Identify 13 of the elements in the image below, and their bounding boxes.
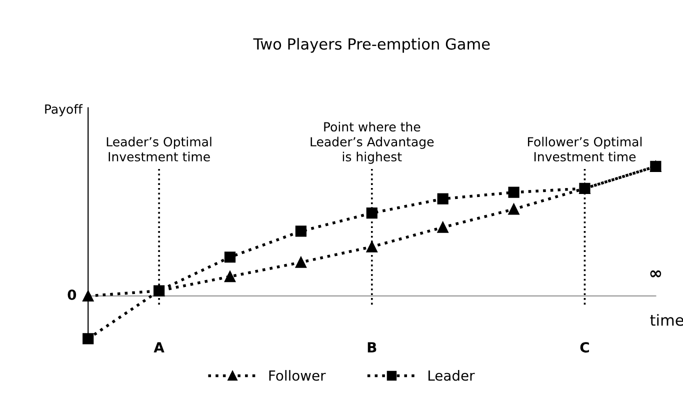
x-tick-label: A <box>154 342 164 352</box>
ref-line-label: Leader’s Optimal Investment time <box>106 136 212 162</box>
chart-title: Two Players Pre-emption Game <box>253 38 490 53</box>
text: 0 <box>68 290 76 300</box>
legend-label: Follower <box>269 370 326 381</box>
x-axis-title: time <box>650 314 683 326</box>
y-axis-title: Payoff <box>45 104 83 116</box>
annotation: ∞ <box>650 270 662 278</box>
legend-label: Leader <box>428 370 475 381</box>
ref-line-label: Follower’s Optimal Investment time <box>528 136 642 162</box>
x-tick-label: C <box>580 342 589 353</box>
ref-line-label: Point where the Leader’s Advantage is highest <box>310 122 434 164</box>
x-tick-label: B <box>368 342 376 352</box>
